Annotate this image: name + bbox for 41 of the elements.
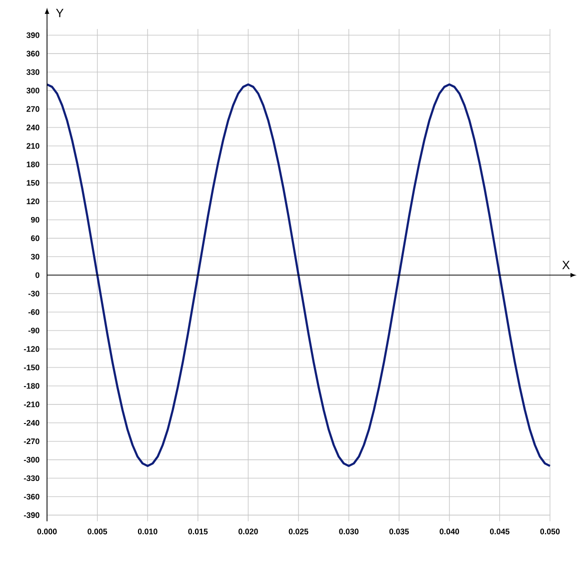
x-axis-title: X xyxy=(562,260,570,269)
y-tick-label: 330 xyxy=(26,69,40,75)
x-tick-label: 0.035 xyxy=(389,528,409,534)
x-tick-label: 0.005 xyxy=(88,528,108,534)
y-tick-label: -180 xyxy=(24,382,40,389)
y-tick-label: -270 xyxy=(24,438,40,444)
y-tick-label: -300 xyxy=(24,456,40,462)
y-tick-label: -210 xyxy=(24,401,40,408)
y-tick-label: 30 xyxy=(30,254,40,260)
y-axis-title: Y xyxy=(56,8,64,17)
line-series xyxy=(46,83,552,467)
y-tick-label: -90 xyxy=(28,328,40,334)
y-tick-label: -60 xyxy=(28,309,40,315)
y-tick-label: -330 xyxy=(24,475,40,481)
y-tick-label: -150 xyxy=(24,364,40,370)
y-tick-label: -120 xyxy=(24,346,40,352)
x-tick-label: 0.000 xyxy=(37,528,57,534)
y-tick-label: 360 xyxy=(26,50,40,56)
x-tick-label: 0.030 xyxy=(339,528,358,534)
y-tick-label: -240 xyxy=(24,420,40,426)
y-tick-label: 210 xyxy=(26,142,40,149)
x-tick-label: 0.025 xyxy=(288,528,308,534)
y-tick-label: 150 xyxy=(26,180,40,186)
y-tick-label: 390 xyxy=(26,32,40,38)
y-tick-label: -360 xyxy=(24,494,40,500)
y-tick-label: 60 xyxy=(31,235,40,241)
x-tick-label: 0.015 xyxy=(188,528,208,534)
y-tick-label: -390 xyxy=(24,512,40,518)
x-tick-label: 0.040 xyxy=(440,528,460,534)
y-tick-label: 0 xyxy=(36,272,40,278)
y-tick-label: 120 xyxy=(26,198,40,204)
y-tick-label: -30 xyxy=(28,290,40,296)
x-tick-label: 0.050 xyxy=(540,528,560,534)
x-tick-label: 0.010 xyxy=(138,528,158,534)
y-tick-label: 180 xyxy=(26,161,40,168)
y-tick-label: 300 xyxy=(26,88,40,94)
y-tick-label: 90 xyxy=(31,216,40,222)
y-tick-label: 240 xyxy=(26,124,40,130)
x-tick-label: 0.045 xyxy=(490,528,510,534)
x-tick-label: 0.020 xyxy=(238,528,258,534)
y-tick-label: 270 xyxy=(26,106,40,112)
